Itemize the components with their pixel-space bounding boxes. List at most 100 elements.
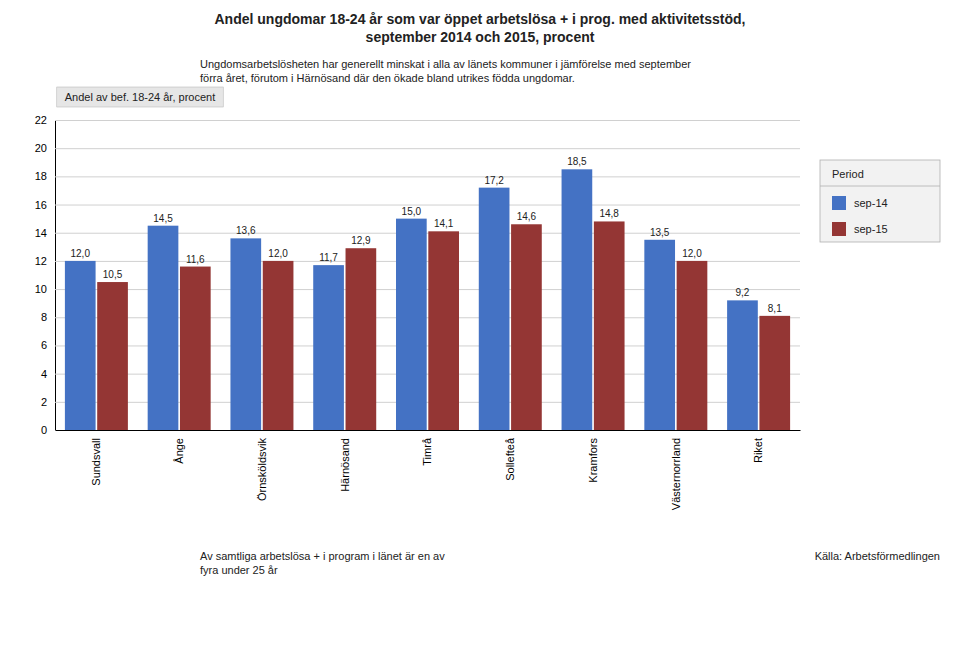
annotation-line: fyra under 25 år	[200, 564, 278, 576]
y-tick: 20	[35, 142, 800, 154]
y-tick-label: 8	[41, 311, 47, 323]
y-axis-title: Andel av bef. 18-24 år, procent	[65, 91, 215, 103]
plot: 0246810121416182022SundsvallÅngeÖrnsköld…	[35, 114, 801, 510]
y-label-background	[57, 87, 223, 107]
subtitle-line: Ungdomsarbetslösheten har generellt mins…	[200, 58, 691, 70]
data-label: 14,8	[599, 208, 619, 219]
bar	[511, 224, 542, 430]
series-bars	[65, 169, 758, 430]
y-tick-label: 18	[35, 170, 47, 182]
data-label: 8,1	[768, 303, 782, 314]
grid-line	[55, 176, 800, 177]
source-note: Källa: Arbetsförmedlingen	[815, 550, 940, 562]
x-tick: Härnösand	[339, 438, 351, 492]
y-tick-label: 6	[41, 339, 47, 351]
data-label: 9,2	[736, 287, 750, 298]
bar	[180, 267, 211, 430]
data-label: 12,0	[682, 248, 702, 259]
x-tick-label: Riket	[752, 438, 764, 463]
x-tick: Sundsvall	[90, 438, 102, 486]
y-tick-label: 22	[35, 114, 47, 126]
title-line: Andel ungdomar 18-24 år som var öppet ar…	[215, 11, 746, 27]
y-axis-line	[55, 121, 56, 431]
legend-swatch	[832, 196, 846, 210]
x-tick: Timrå	[421, 437, 433, 466]
data-label: 14,6	[517, 211, 537, 222]
x-tick: Västernorrland	[670, 438, 682, 510]
bar	[677, 261, 708, 430]
data-label: 18,5	[567, 156, 587, 167]
legend: Period sep-14 sep-15	[820, 160, 940, 242]
title-line: september 2014 och 2015, procent	[366, 29, 595, 45]
bar	[727, 300, 758, 430]
source-note-line: Källa: Arbetsförmedlingen	[815, 550, 940, 562]
bar	[230, 238, 261, 430]
x-tick: Riket	[752, 438, 764, 463]
x-tick-label: Örnsköldsvik	[256, 438, 268, 501]
y-axis: 0246810121416182022	[35, 114, 800, 436]
data-label: 17,2	[484, 175, 504, 186]
data-label: 12,0	[268, 248, 288, 259]
y-tick-label: 14	[35, 227, 47, 239]
chart: Andel ungdomar 18-24 år som var öppet ar…	[0, 0, 960, 670]
data-label: 12,0	[71, 248, 91, 259]
data-label: 15,0	[402, 206, 422, 217]
subtitle-line: förra året, förutom i Härnösand där den …	[200, 72, 575, 84]
y-tick: 22	[35, 114, 800, 126]
x-tick-label: Ånge	[173, 438, 185, 464]
bar	[65, 261, 96, 430]
bar	[396, 219, 427, 430]
bar	[263, 261, 294, 430]
bar	[428, 231, 459, 430]
bar	[97, 282, 128, 430]
bar	[479, 188, 510, 430]
bar	[346, 248, 377, 430]
data-label: 13,5	[650, 227, 670, 238]
x-tick-label: Timrå	[421, 437, 433, 466]
legend-background	[820, 160, 940, 242]
x-axis: Sundsvall Ånge Örnsköldsvik Härnösand Timrå S…	[56, 431, 801, 511]
x-tick-label: Sollefteå	[504, 437, 516, 481]
data-label: 10,5	[103, 269, 123, 280]
y-tick-label: 10	[35, 283, 47, 295]
annotation-line: Av samtliga arbetslösa + i program i län…	[200, 550, 445, 562]
legend-label: sep-15	[854, 223, 888, 235]
legend-separator	[820, 186, 940, 187]
bars	[65, 169, 790, 430]
data-label: 11,6	[186, 254, 205, 265]
data-label: 14,1	[434, 218, 454, 229]
x-axis-line	[56, 430, 801, 431]
x-tick-label: Härnösand	[339, 438, 351, 492]
legend-label: sep-14	[854, 197, 888, 209]
x-tick: Kramfors	[587, 438, 599, 483]
annotation: Av samtliga arbetslösa + i program i län…	[200, 550, 445, 576]
x-tick: Ånge	[173, 438, 185, 464]
grid-line	[55, 430, 800, 431]
title: Andel ungdomar 18-24 år som var öppet ar…	[215, 11, 746, 45]
y-tick: 18	[35, 170, 800, 182]
bar	[562, 169, 593, 430]
legend-swatch	[832, 222, 846, 236]
y-tick-label: 20	[35, 142, 47, 154]
y-tick-label: 4	[41, 368, 47, 380]
y-label-box: Andel av bef. 18-24 år, procent	[57, 87, 223, 107]
series-bars	[97, 221, 790, 430]
x-tick: Sollefteå	[504, 437, 516, 481]
x-tick: Örnsköldsvik	[256, 438, 268, 501]
y-tick-label: 2	[41, 396, 47, 408]
bar	[148, 226, 179, 430]
data-label: 13,6	[236, 225, 256, 236]
y-tick-label: 12	[35, 255, 47, 267]
data-label: 11,7	[319, 252, 338, 263]
grid-line	[55, 148, 800, 149]
grid-line	[55, 120, 800, 121]
data-label: 14,5	[153, 213, 173, 224]
bar	[644, 240, 675, 430]
bar	[759, 316, 790, 430]
subtitle: Ungdomsarbetslösheten har generellt mins…	[200, 58, 691, 84]
bar	[313, 265, 344, 430]
legend-title: Period	[832, 168, 864, 180]
bar	[594, 221, 625, 430]
data-label: 12,9	[351, 235, 371, 246]
grid-line	[55, 205, 800, 206]
